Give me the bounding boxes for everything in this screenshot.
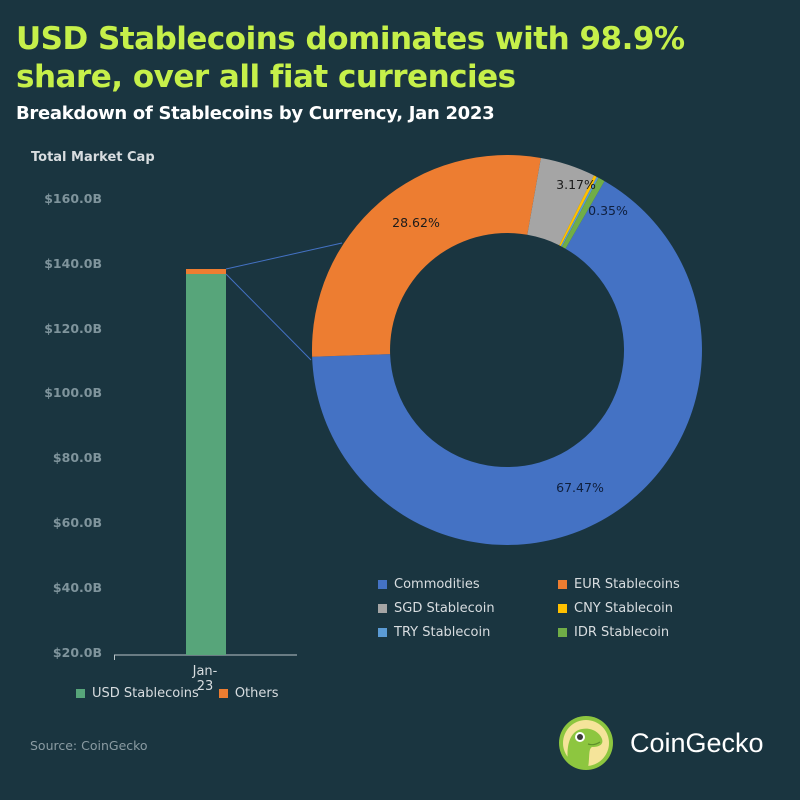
brand-name: CoinGecko [630, 727, 764, 758]
label-sgd: 3.17% [556, 177, 596, 192]
legend-label: TRY Stablecoin [394, 625, 491, 640]
legend-swatch-icon [558, 604, 567, 613]
y-tick-100: $100.0B [44, 385, 102, 400]
bar-usd-stablecoins[interactable] [186, 274, 226, 655]
legend-item-others[interactable]: Others [218, 686, 279, 701]
legend-swatch-icon [378, 628, 387, 637]
y-tick-80: $80.0B [52, 450, 102, 465]
donut-legend: Commodities EUR Stablecoins SGD Stableco… [378, 577, 738, 640]
gecko-logo-icon [559, 716, 613, 770]
connector-line-top [225, 242, 343, 270]
chart-subtitle: Breakdown of Stablecoins by Currency, Ja… [16, 103, 495, 124]
coingecko-brand: CoinGecko [558, 715, 764, 771]
legend-swatch-icon [76, 689, 85, 698]
legend-swatch-icon [558, 628, 567, 637]
y-tick-60: $60.0B [52, 515, 102, 530]
legend-item-eur[interactable]: EUR Stablecoins [558, 577, 738, 592]
bar-others[interactable] [186, 269, 226, 274]
y-tick-160: $160.0B [44, 191, 102, 206]
donut-chart [311, 155, 702, 545]
slice-sgd-stablecoin[interactable] [527, 158, 594, 246]
legend-swatch-icon [378, 604, 387, 613]
legend-label: Others [234, 686, 279, 701]
legend-item-idr[interactable]: IDR Stablecoin [558, 625, 738, 640]
slice-cny-stablecoin[interactable] [559, 175, 597, 247]
legend-label: EUR Stablecoins [574, 577, 680, 592]
slice-eur-stablecoins[interactable] [311, 155, 541, 357]
slice-try-stablecoin[interactable] [560, 176, 599, 247]
legend-item-usd[interactable]: USD Stablecoins [76, 686, 199, 701]
label-commodities: 67.47% [556, 480, 604, 495]
legend-item-commodities[interactable]: Commodities [378, 577, 558, 592]
slice-idr-stablecoin[interactable] [561, 177, 605, 249]
label-eur: 28.62% [392, 215, 440, 230]
legend-item-sgd[interactable]: SGD Stablecoin [378, 601, 558, 616]
legend-label: SGD Stablecoin [394, 601, 495, 616]
source-note: Source: CoinGecko [30, 738, 148, 753]
legend-item-cny[interactable]: CNY Stablecoin [558, 601, 738, 616]
legend-item-try[interactable]: TRY Stablecoin [378, 625, 558, 640]
legend-swatch-icon [558, 580, 567, 589]
y-axis-title: Total Market Cap [31, 150, 155, 165]
connector-line-bottom [225, 273, 312, 361]
legend-swatch-icon [378, 580, 387, 589]
y-tick-40: $40.0B [52, 580, 102, 595]
y-tick-140: $140.0B [44, 256, 102, 271]
label-small-slice: 0.35% [588, 203, 628, 218]
y-tick-20: $20.0B [52, 645, 102, 660]
legend-label: Commodities [394, 577, 480, 592]
x-tick-jan-23: Jan-23 [192, 664, 218, 694]
legend-label: IDR Stablecoin [574, 625, 670, 640]
legend-label: USD Stablecoins [92, 686, 199, 701]
legend-swatch-icon [218, 689, 228, 698]
bar-legend: USD Stablecoins Others [76, 686, 279, 701]
y-tick-120: $120.0B [44, 321, 102, 336]
legend-label: CNY Stablecoin [574, 601, 674, 616]
chart-title: USD Stablecoins dominates with 98.9% sha… [16, 21, 685, 95]
slice-commodities[interactable] [312, 181, 702, 545]
